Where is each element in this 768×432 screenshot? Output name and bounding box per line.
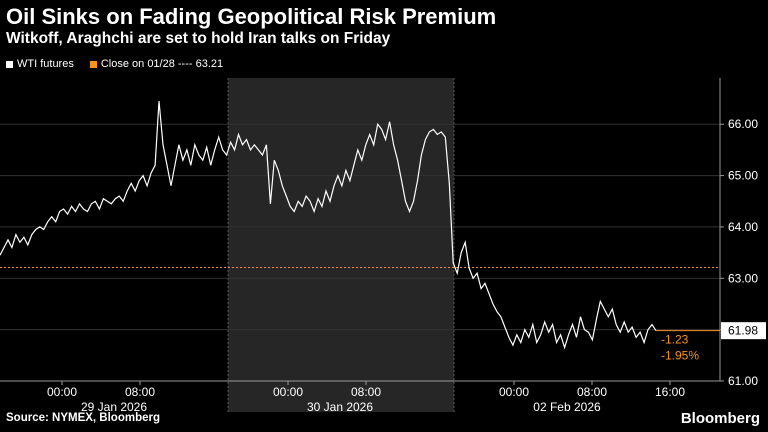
bloomberg-logo: Bloomberg bbox=[680, 410, 760, 427]
legend: WTI futures Close on 01/28 ---- 63.21 bbox=[6, 58, 223, 70]
legend-reference-swatch bbox=[89, 60, 97, 68]
legend-series-label: WTI futures bbox=[17, 58, 74, 70]
session-highlight-band bbox=[228, 78, 454, 412]
x-tick-label: 00:00 bbox=[273, 385, 303, 399]
day-label: 29 Jan 2026 bbox=[81, 400, 147, 414]
y-tick-label: 65.00 bbox=[728, 169, 758, 183]
source-note: Source: NYMEX, Bloomberg bbox=[6, 412, 160, 424]
y-tick-label: 61.00 bbox=[728, 374, 758, 388]
x-tick-label: 08:00 bbox=[125, 385, 155, 399]
x-tick-label: 16:00 bbox=[655, 385, 685, 399]
last-value-box bbox=[721, 322, 766, 340]
change-absolute-label: -1.23 bbox=[661, 333, 689, 347]
x-tick-label: 08:00 bbox=[351, 385, 381, 399]
y-tick-label: 66.00 bbox=[728, 117, 758, 131]
x-tick-label: 00:00 bbox=[47, 385, 77, 399]
day-label: 02 Feb 2026 bbox=[533, 400, 601, 414]
legend-series-swatch bbox=[6, 60, 13, 68]
day-label: 30 Jan 2026 bbox=[307, 400, 373, 414]
chart-subtitle: Witkoff, Araghchi are set to hold Iran t… bbox=[6, 30, 391, 47]
change-percent-label: -1.95% bbox=[661, 349, 699, 363]
legend-reference-label: Close on 01/28 ---- 63.21 bbox=[100, 58, 224, 70]
y-tick-label: 64.00 bbox=[728, 220, 758, 234]
last-value-label: 61.98 bbox=[728, 324, 758, 338]
y-tick-label: 63.00 bbox=[728, 271, 758, 285]
x-tick-label: 00:00 bbox=[499, 385, 529, 399]
wti-futures-line bbox=[0, 101, 657, 350]
x-tick-label: 08:00 bbox=[577, 385, 607, 399]
chart-title: Oil Sinks on Fading Geopolitical Risk Pr… bbox=[6, 4, 497, 29]
